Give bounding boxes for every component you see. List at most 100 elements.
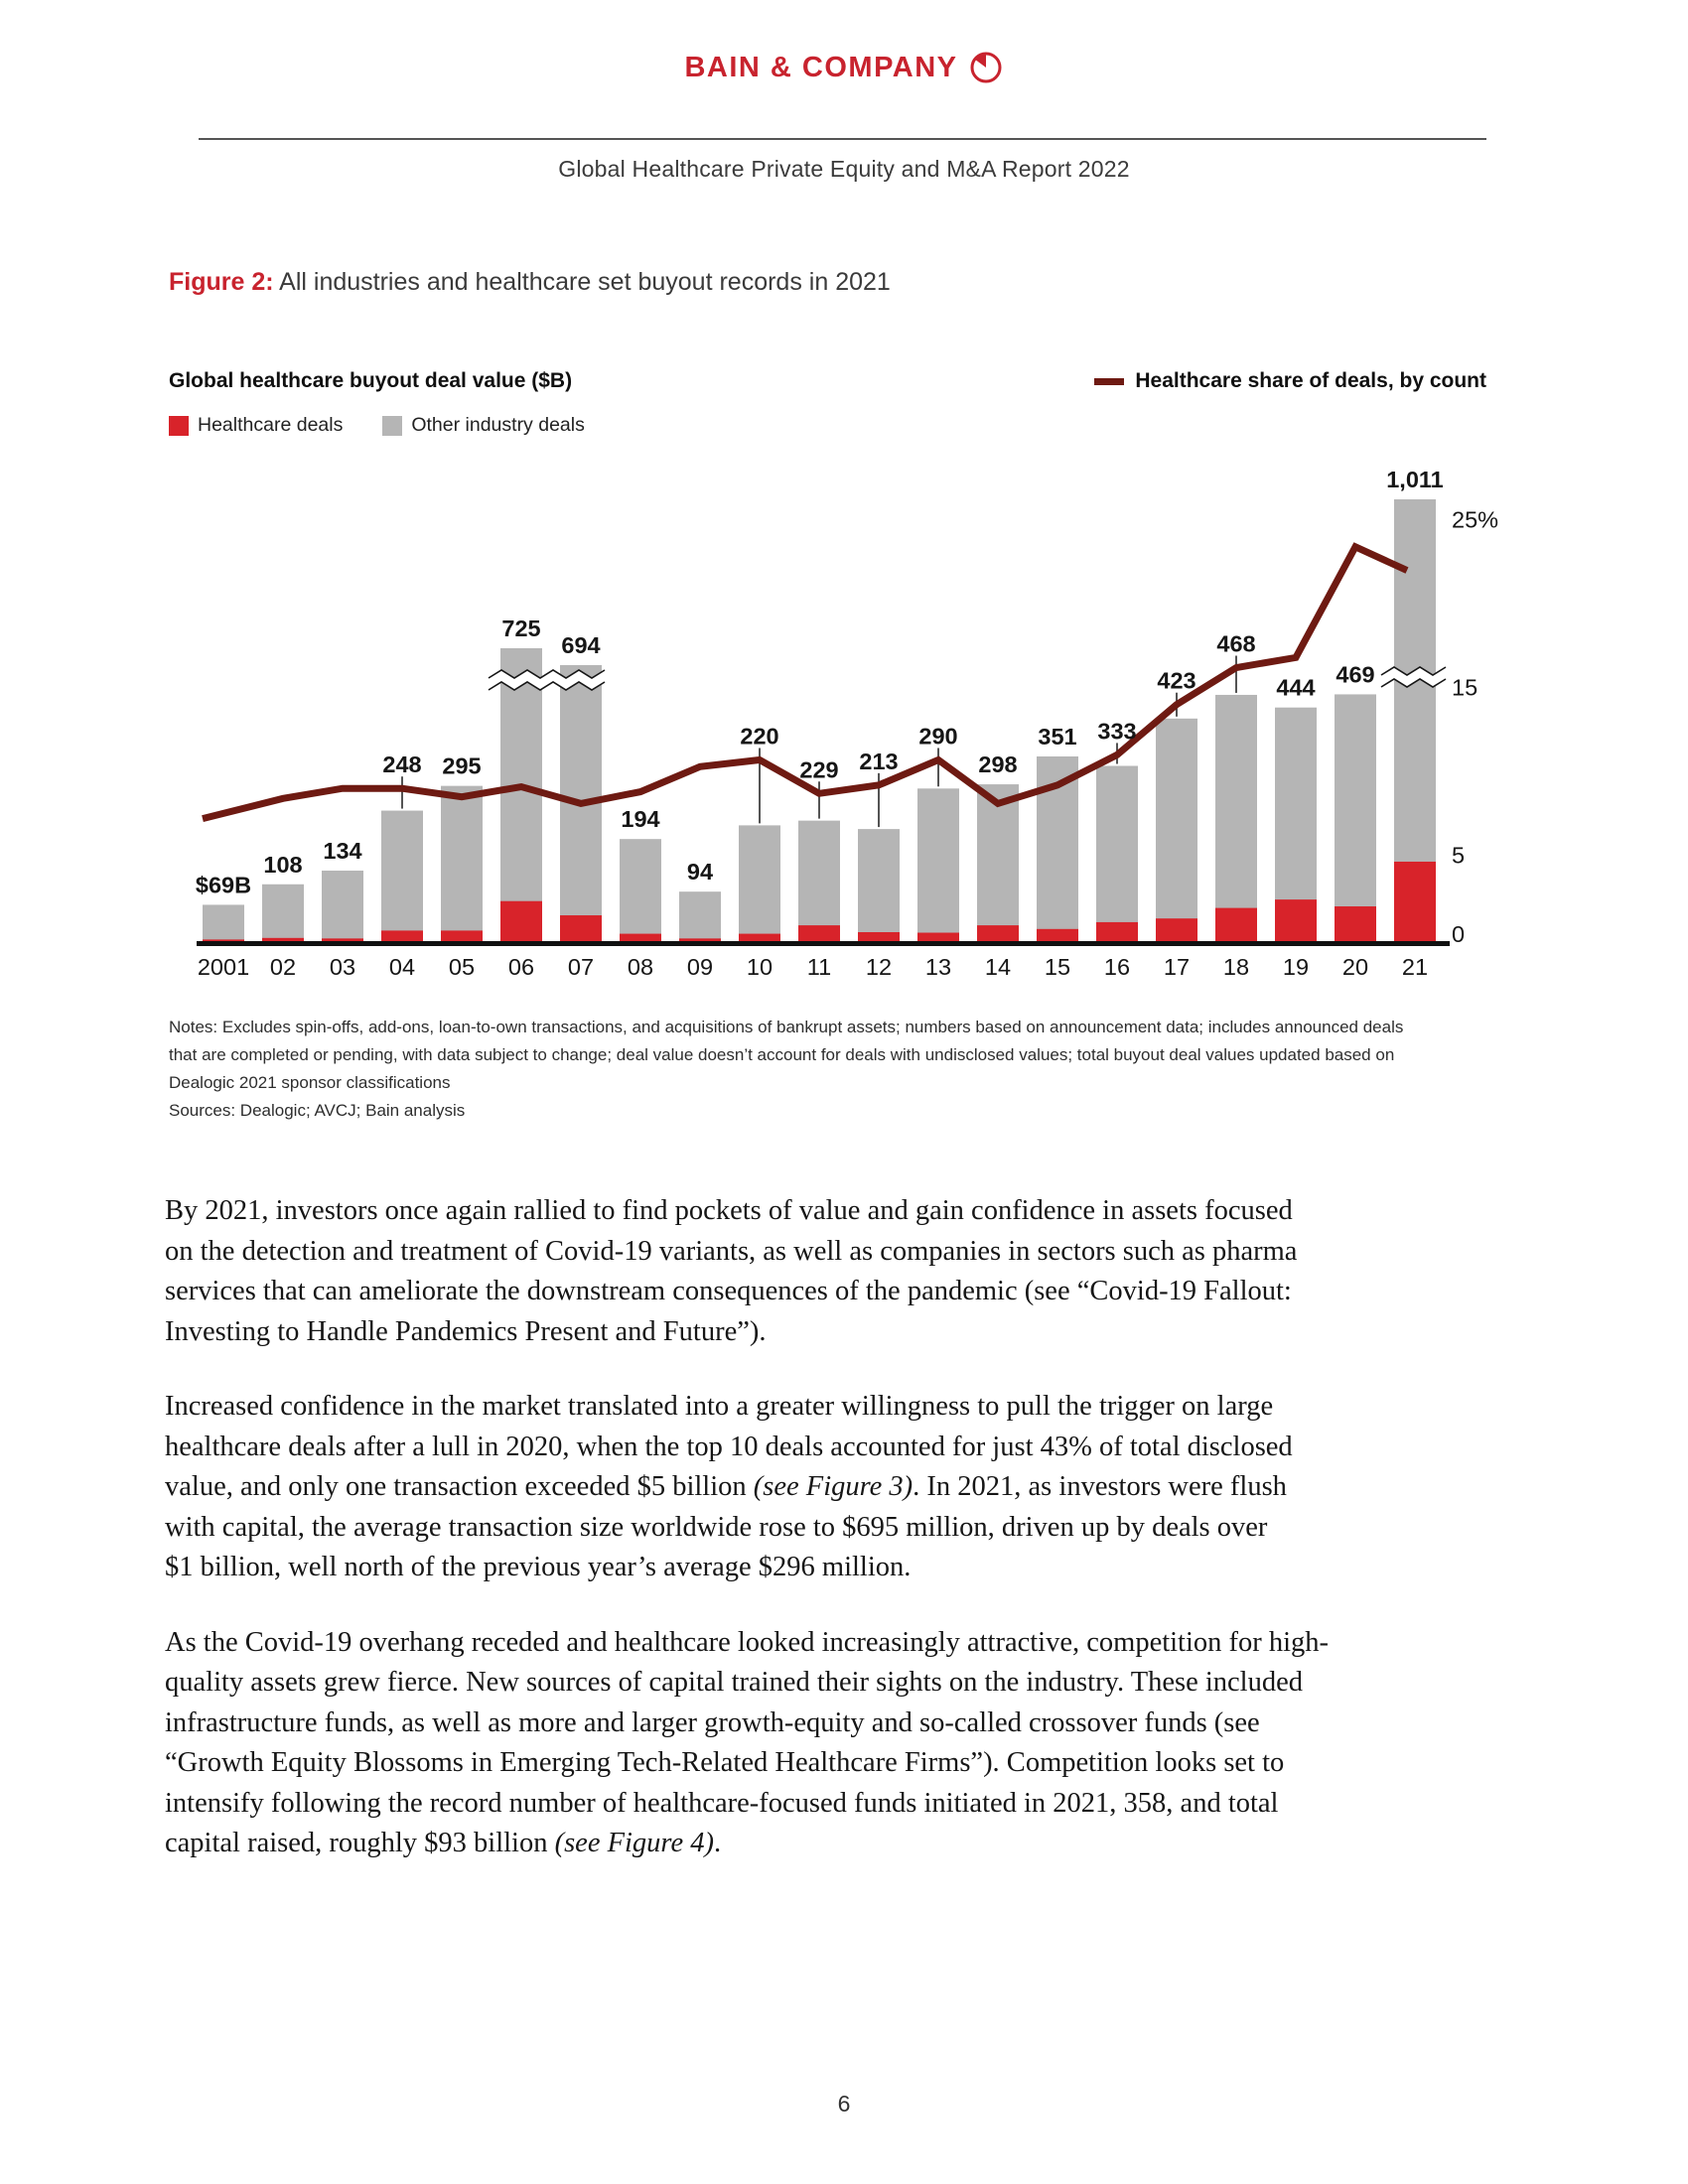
bar-value-label-09: 94 bbox=[687, 859, 713, 885]
axis-break-21-band bbox=[1381, 667, 1446, 687]
healthcare-swatch-icon bbox=[169, 415, 189, 436]
text-line: on the detection and treatment of Covid-… bbox=[165, 1235, 1298, 1267]
chart-title: Global healthcare buyout deal value ($B) bbox=[169, 369, 573, 392]
axis-break-06-07-band bbox=[489, 670, 605, 690]
bar-healthcare-14 bbox=[977, 925, 1019, 941]
x-tick-06: 06 bbox=[508, 954, 534, 980]
bar-healthcare-05 bbox=[441, 930, 483, 941]
text-line: quality assets grew fierce. New sources … bbox=[165, 1667, 1303, 1698]
bar-value-label-11: 229 bbox=[799, 756, 838, 782]
bar-value-label-18: 468 bbox=[1216, 631, 1255, 657]
x-tick-10: 10 bbox=[747, 954, 773, 980]
x-tick-21: 21 bbox=[1402, 954, 1428, 980]
bar-value-label-07: 694 bbox=[561, 632, 600, 658]
chart-notes: Notes: Excludes spin-offs, add-ons, loan… bbox=[169, 1014, 1504, 1125]
legend-label-other: Other industry deals bbox=[411, 414, 585, 436]
bar-healthcare-2001 bbox=[203, 939, 244, 941]
text-line: infrastructure funds, as well as more an… bbox=[165, 1706, 1260, 1738]
x-tick-13: 13 bbox=[925, 954, 951, 980]
bar-healthcare-03 bbox=[322, 938, 363, 941]
text-line: By 2021, investors once again rallied to… bbox=[165, 1195, 1293, 1226]
bar-other-18 bbox=[1215, 694, 1257, 941]
bain-logo: BAIN & COMPANY bbox=[0, 50, 1688, 85]
bar-other-05 bbox=[441, 785, 483, 941]
other-swatch-icon bbox=[382, 415, 403, 436]
bar-value-label-13: 290 bbox=[918, 723, 957, 749]
report-title: Global Healthcare Private Equity and M&A… bbox=[558, 156, 1130, 182]
bar-value-label-10: 220 bbox=[740, 723, 778, 749]
bar-value-label-17: 423 bbox=[1157, 668, 1196, 694]
x-tick-04: 04 bbox=[389, 954, 415, 980]
text-line: services that can ameliorate the downstr… bbox=[165, 1276, 1292, 1306]
bar-healthcare-09 bbox=[679, 938, 721, 941]
page-number: 6 bbox=[837, 2091, 851, 2116]
x-tick-07: 07 bbox=[568, 954, 594, 980]
x-tick-19: 19 bbox=[1283, 954, 1309, 980]
bar-value-label-02: 108 bbox=[263, 852, 302, 878]
right-axis-label-15: 15 bbox=[1452, 675, 1477, 701]
bar-other-13 bbox=[917, 788, 959, 941]
axis-break-21-zigzag-0-icon bbox=[1380, 666, 1447, 676]
figure-number-label: Figure 2: bbox=[169, 268, 274, 296]
bar-value-label-03: 134 bbox=[323, 838, 361, 864]
bar-value-label-20: 469 bbox=[1336, 661, 1374, 687]
bar-value-label-2001: $69B bbox=[196, 872, 251, 897]
x-tick-15: 15 bbox=[1045, 954, 1070, 980]
header-divider bbox=[199, 138, 1486, 140]
axis-break-06-07-zigzag-0-icon bbox=[488, 669, 606, 679]
bar-healthcare-08 bbox=[620, 933, 661, 941]
x-tick-08: 08 bbox=[628, 954, 653, 980]
figure-caption-text: All industries and healthcare set buyout… bbox=[279, 268, 891, 296]
line-legend-label: Healthcare share of deals, by count bbox=[1135, 369, 1486, 392]
line-legend-dash-icon bbox=[1094, 377, 1125, 385]
x-tick-09: 09 bbox=[687, 954, 713, 980]
note-line: Sources: Dealogic; AVCJ; Bain analysis bbox=[169, 1101, 466, 1120]
x-tick-17: 17 bbox=[1164, 954, 1190, 980]
note-line: that are completed or pending, with data… bbox=[169, 1045, 1395, 1064]
bar-other-11 bbox=[798, 820, 840, 941]
x-tick-02: 02 bbox=[270, 954, 296, 980]
text-line: Investing to Handle Pandemics Present an… bbox=[165, 1315, 767, 1347]
axis-break-21-zigzag-1-icon bbox=[1380, 678, 1447, 688]
bar-healthcare-06 bbox=[500, 900, 542, 941]
text-line: capital raised, roughly $93 billion (see… bbox=[165, 1828, 722, 1858]
bar-other-16 bbox=[1096, 765, 1138, 941]
text-line: with capital, the average transaction si… bbox=[165, 1511, 1268, 1543]
legend-item-other: Other industry deals bbox=[382, 414, 585, 437]
text-line: “Growth Equity Blossoms in Emerging Tech… bbox=[165, 1747, 1285, 1778]
healthcare-share-line bbox=[202, 542, 1409, 823]
bar-other-09 bbox=[679, 891, 721, 941]
text-line: $1 billion, well north of the previous y… bbox=[165, 1552, 912, 1582]
bar-other-02 bbox=[262, 884, 304, 941]
x-tick-11: 11 bbox=[807, 954, 831, 980]
x-axis-baseline bbox=[197, 941, 1450, 946]
note-line: Dealogic 2021 sponsor classifications bbox=[169, 1073, 451, 1092]
bar-healthcare-19 bbox=[1275, 899, 1317, 941]
x-tick-12: 12 bbox=[866, 954, 892, 980]
bar-other-14 bbox=[977, 784, 1019, 941]
right-axis-label-25: 25% bbox=[1452, 507, 1498, 533]
note-line: Notes: Excludes spin-offs, add-ons, loan… bbox=[169, 1018, 1404, 1036]
x-tick-03: 03 bbox=[330, 954, 355, 980]
bar-value-label-12: 213 bbox=[859, 749, 898, 774]
bar-value-label-08: 194 bbox=[621, 806, 659, 832]
bar-healthcare-21 bbox=[1394, 861, 1436, 941]
paragraph: Increased confidence in the market trans… bbox=[165, 1387, 1500, 1588]
bar-value-label-05: 295 bbox=[442, 753, 481, 779]
bar-value-label-16: 333 bbox=[1097, 718, 1136, 744]
bar-healthcare-17 bbox=[1156, 918, 1197, 941]
bar-healthcare-02 bbox=[262, 937, 304, 941]
bar-value-label-06: 725 bbox=[501, 615, 540, 641]
bar-healthcare-04 bbox=[381, 930, 423, 941]
axis-break-06-07-zigzag-1-icon bbox=[488, 681, 606, 691]
bar-healthcare-16 bbox=[1096, 921, 1138, 941]
bar-other-12 bbox=[858, 829, 900, 941]
text-line: Increased confidence in the market trans… bbox=[165, 1391, 1274, 1422]
text-line: intensify following the record number of… bbox=[165, 1787, 1279, 1819]
bar-other-08 bbox=[620, 839, 661, 941]
paragraph: By 2021, investors once again rallied to… bbox=[165, 1191, 1500, 1352]
bar-healthcare-07 bbox=[560, 915, 602, 941]
figure-caption: Figure 2: All industries and healthcare … bbox=[169, 268, 891, 297]
bar-other-03 bbox=[322, 870, 363, 941]
